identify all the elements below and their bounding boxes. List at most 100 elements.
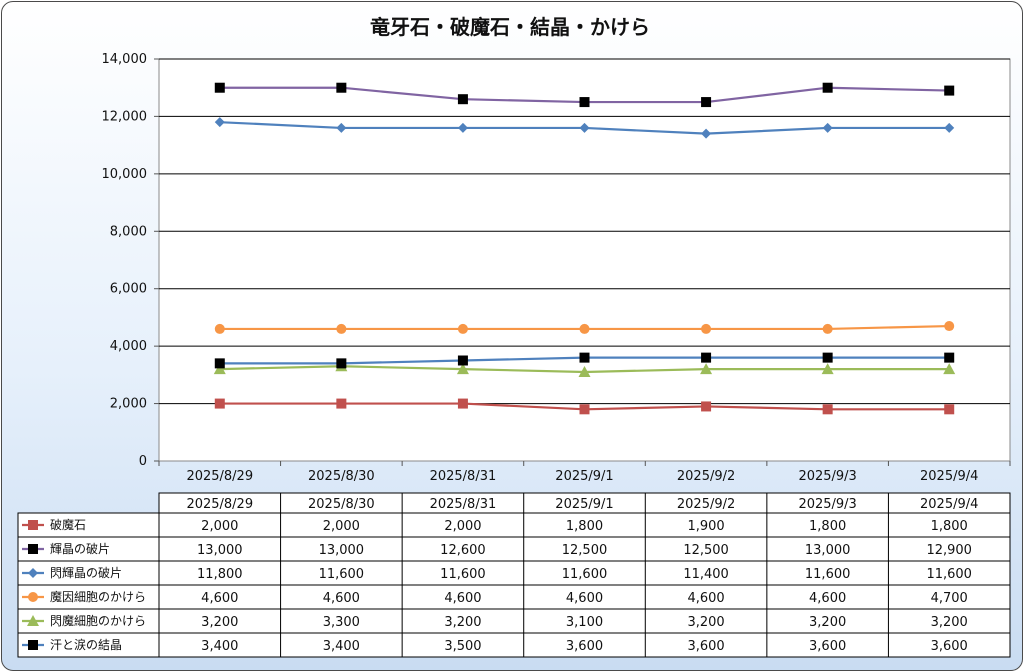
table-value-cell: 3,500 — [444, 639, 481, 654]
data-point — [822, 82, 833, 93]
data-point — [579, 323, 590, 334]
table-value-cell: 13,000 — [197, 543, 243, 558]
legend-series-name: 魔因細胞のかけら — [50, 589, 146, 604]
table-value-cell: 3,600 — [687, 639, 724, 654]
data-point — [701, 323, 712, 334]
series-lines — [213, 82, 956, 415]
table-value-cell: 4,700 — [931, 591, 968, 606]
legend-key-marker — [27, 615, 39, 626]
legend-key-marker — [28, 544, 38, 554]
data-point — [943, 363, 956, 375]
table-header-cell: 2025/9/4 — [920, 497, 978, 512]
table-value-cell: 4,600 — [809, 591, 846, 606]
table-value-cell: 3,200 — [931, 615, 968, 630]
table-value-cell: 4,600 — [201, 591, 238, 606]
table-value-cell: 12,900 — [926, 543, 972, 558]
x-tick-label: 2025/9/4 — [920, 469, 978, 484]
y-tick-label: 12,000 — [102, 109, 148, 124]
data-point — [214, 398, 225, 409]
data-point — [214, 323, 225, 334]
table-header-cell: 2025/9/2 — [677, 497, 735, 512]
data-point — [944, 85, 955, 96]
legend-series-name: 破魔石 — [50, 517, 86, 532]
data-point — [457, 122, 468, 133]
table-value-cell: 3,200 — [687, 615, 724, 630]
table-value-cell: 11,400 — [683, 567, 729, 582]
table-header-cell: 2025/9/1 — [555, 497, 613, 512]
table-value-cell: 3,600 — [566, 639, 603, 654]
data-point — [944, 122, 955, 133]
table-value-cell: 4,600 — [687, 591, 724, 606]
data-point — [336, 398, 347, 409]
table-value-cell: 1,800 — [566, 519, 603, 534]
table-value-cell: 11,600 — [562, 567, 608, 582]
table-value-cell: 2,000 — [323, 519, 360, 534]
legend-series-name: 閃魔細胞のかけら — [50, 613, 146, 628]
legend-key-marker — [28, 592, 38, 602]
series-破魔石 — [214, 398, 955, 415]
legend-key-marker — [28, 640, 38, 650]
data-point — [579, 97, 590, 108]
table-value-cell: 2,000 — [201, 519, 238, 534]
table-value-cell: 11,600 — [440, 567, 486, 582]
x-axis: 2025/8/29 2025/8/30 2025/8/31 2025/9/1 2025/… — [158, 461, 1011, 484]
data-point — [457, 323, 468, 334]
table-header — [158, 492, 1011, 514]
data-point — [214, 82, 225, 93]
y-tick-label: 8,000 — [110, 224, 147, 239]
data-point — [822, 352, 833, 363]
table-value-cell: 1,800 — [931, 519, 968, 534]
table-value-cell: 4,600 — [323, 591, 360, 606]
data-point — [821, 363, 834, 375]
legend-key-marker — [28, 520, 38, 530]
data-point — [336, 82, 347, 93]
data-point — [214, 117, 225, 128]
x-tick-label: 2025/8/29 — [186, 469, 253, 484]
data-point — [701, 401, 712, 412]
table-value-cell: 4,600 — [444, 591, 481, 606]
legend-series-name: 汗と涙の結晶 — [50, 637, 122, 652]
table-value-cell: 4,600 — [566, 591, 603, 606]
data-point — [822, 404, 833, 415]
table-header-cell: 2025/9/3 — [798, 497, 856, 512]
table-value-cell: 3,200 — [809, 615, 846, 630]
table-value-cell: 1,800 — [809, 519, 846, 534]
gridlines — [159, 58, 1010, 405]
table-value-cell: 11,600 — [926, 567, 972, 582]
data-point — [700, 363, 713, 375]
y-tick-label: 14,000 — [102, 52, 148, 67]
data-point — [457, 398, 468, 409]
table-value-cell: 3,200 — [444, 615, 481, 630]
table-value-cell: 2,000 — [444, 519, 481, 534]
table-value-cell: 11,600 — [319, 567, 365, 582]
legend-series-name: 輝晶の破片 — [50, 541, 110, 556]
data-point — [822, 122, 833, 133]
series-輝晶の破片 — [214, 82, 955, 108]
data-point — [944, 404, 955, 415]
y-tick-label: 0 — [139, 454, 147, 469]
x-tick-label: 2025/8/31 — [430, 469, 497, 484]
table-value-cell: 3,600 — [931, 639, 968, 654]
plot-area — [158, 58, 1011, 462]
data-point — [336, 323, 347, 334]
table-value-cell: 3,200 — [201, 615, 238, 630]
series-閃輝晶の破片 — [214, 117, 955, 139]
table-value-cell: 13,000 — [319, 543, 365, 558]
data-point — [579, 404, 590, 415]
table-value-cell: 3,100 — [566, 615, 603, 630]
table-value-cell: 3,400 — [201, 639, 238, 654]
x-tick-label: 2025/9/1 — [555, 469, 613, 484]
data-point — [456, 363, 469, 375]
chart-title: 竜牙石・破魔石・結晶・かけら — [370, 15, 650, 39]
data-point — [701, 128, 712, 139]
data-point — [701, 97, 712, 108]
table-value-cell: 3,300 — [323, 615, 360, 630]
table-value-cell: 3,600 — [809, 639, 846, 654]
data-point — [213, 363, 226, 375]
data-point — [944, 321, 955, 332]
table-value-cell: 12,600 — [440, 543, 486, 558]
data-point — [578, 365, 591, 377]
table-value-cell: 13,000 — [805, 543, 851, 558]
